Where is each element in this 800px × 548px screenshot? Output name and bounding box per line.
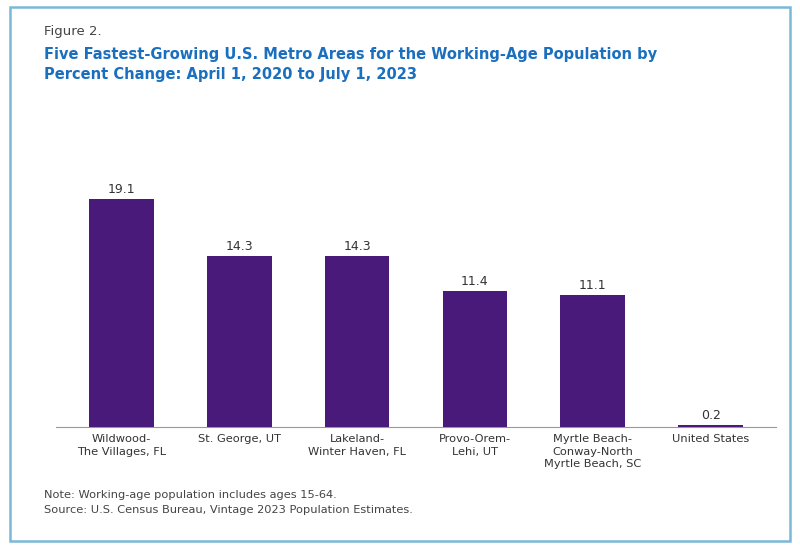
- Text: 19.1: 19.1: [107, 183, 135, 196]
- Bar: [561, 295, 626, 427]
- Text: 11.1: 11.1: [579, 279, 606, 292]
- Text: 0.2: 0.2: [701, 409, 721, 422]
- Text: 11.4: 11.4: [461, 275, 489, 288]
- Text: 14.3: 14.3: [343, 241, 371, 254]
- Bar: [206, 256, 271, 427]
- Text: Figure 2.: Figure 2.: [44, 25, 102, 38]
- Bar: [678, 425, 743, 427]
- Text: 14.3: 14.3: [226, 241, 253, 254]
- Text: Note: Working-age population includes ages 15-64.
Source: U.S. Census Bureau, Vi: Note: Working-age population includes ag…: [44, 490, 413, 515]
- Bar: [442, 291, 507, 427]
- Text: Five Fastest-Growing U.S. Metro Areas for the Working-Age Population by
Percent : Five Fastest-Growing U.S. Metro Areas fo…: [44, 47, 657, 82]
- Bar: [89, 199, 154, 427]
- Bar: [325, 256, 390, 427]
